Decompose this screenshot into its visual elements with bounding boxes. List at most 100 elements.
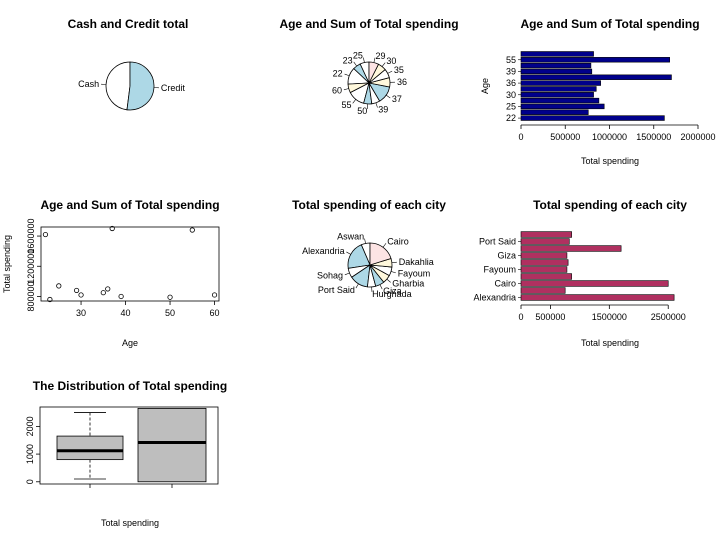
scatter-point [106,287,110,291]
bar [521,81,601,86]
y-tick-label: 25 [506,101,516,111]
scatter-point [119,294,123,298]
y-tick-label: 36 [506,78,516,88]
pie-slice-label: Fayoum [398,269,431,279]
box [138,408,206,481]
pie-leader [344,88,349,89]
bar [521,239,569,245]
pie-slice-label: 25 [353,51,363,61]
pie-slice-label: 39 [378,105,388,115]
pie-leader [365,239,366,244]
x-axis-label: Total spending [101,518,159,528]
pie-slice-label: 30 [386,56,396,66]
pie-leader [387,279,391,282]
chart-title: Age and Sum of Total spending [40,198,219,212]
box [57,436,123,460]
bar [521,246,621,252]
bar [521,52,594,57]
x-tick-label: 500000 [550,132,580,142]
bar [521,253,567,259]
y-tick-label: Port Said [479,237,516,247]
pie-slice-label: Port Said [318,285,355,295]
x-axis-label: Age [122,338,138,348]
pie-leader [345,74,350,76]
x-tick-label: 2000000 [680,132,715,142]
scatter-point [212,293,216,297]
chart-title: Cash and Credit total [68,17,189,31]
y-axis-label: Age [480,78,490,94]
pie-leader [353,99,356,103]
y-tick-label: Fayoum [483,265,516,275]
x-tick-label: 40 [121,308,131,318]
bar [521,274,572,280]
y-tick-label: 30 [506,90,516,100]
pie-leader [386,95,390,98]
pie-leader [354,62,357,66]
pie-leader [346,252,350,254]
x-tick-label: 0 [518,132,523,142]
pie-slice-label: Sohag [317,271,343,281]
chart-title: Age and Sum of Total spending [279,17,458,31]
x-tick-label: 1500000 [636,132,671,142]
pie-leader [382,63,385,67]
pie-leader [388,71,392,73]
y-tick-label: 1000 [25,444,35,464]
bar [521,69,592,74]
scatter-point [43,232,47,236]
pie-slice-label: 23 [343,55,353,65]
bar [521,57,670,62]
x-tick-label: 30 [76,308,86,318]
pie-leader [383,243,386,247]
y-tick-label: 2000 [25,416,35,436]
pie-slice-label: Aswan [337,232,364,242]
pie-leader [392,262,397,263]
scatter-point [190,228,194,232]
bar [521,87,596,92]
y-tick-label: 55 [506,55,516,65]
pie-slice-label: Dakahlia [399,257,434,267]
x-tick-label: 50 [165,308,175,318]
bar [521,104,604,109]
y-tick-label: Giza [497,251,516,261]
pie-slice-label: Cairo [387,237,409,247]
bar [521,110,588,115]
y-tick-label: 39 [506,66,516,76]
pie-slice-label: 36 [397,77,407,87]
y-tick-label: 1600000 [26,219,36,254]
bar [521,116,664,121]
pie-slice-label: Gharbia [392,279,424,289]
x-tick-label: 1500000 [592,312,627,322]
pie-slice-label: 60 [332,85,342,95]
chart-title: Total spending of each city [533,198,687,212]
y-tick-label: 800000 [26,281,36,311]
y-axis-label: Total spending [2,235,12,293]
pie-slice-label: 35 [394,65,404,75]
pie-slice-label: 37 [392,94,402,104]
bar [521,288,565,294]
pie-slice-label: 29 [376,51,386,61]
pie-leader [356,284,359,288]
pie-leader [345,273,350,275]
pie-slice-label: 22 [333,68,343,78]
chart-title: The Distribution of Total spending [33,379,227,393]
x-tick-label: 1000000 [592,132,627,142]
x-axis-label: Total spending [581,338,639,348]
scatter-point [79,293,83,297]
pie-leader [363,58,364,63]
bar [521,92,594,97]
pie-slice-label: Cash [78,79,99,89]
scatter-point [57,284,61,288]
pie-leader [391,271,396,272]
y-tick-label: Alexandria [473,293,516,303]
bar [521,295,674,301]
pie-slice [106,62,130,110]
x-axis-label: Total spending [581,156,639,166]
scatter-point [168,295,172,299]
x-tick-label: 500000 [535,312,565,322]
x-tick-label: 0 [518,312,523,322]
pie-slice [127,62,154,110]
bar [521,98,599,103]
y-tick-label: 0 [25,479,35,484]
